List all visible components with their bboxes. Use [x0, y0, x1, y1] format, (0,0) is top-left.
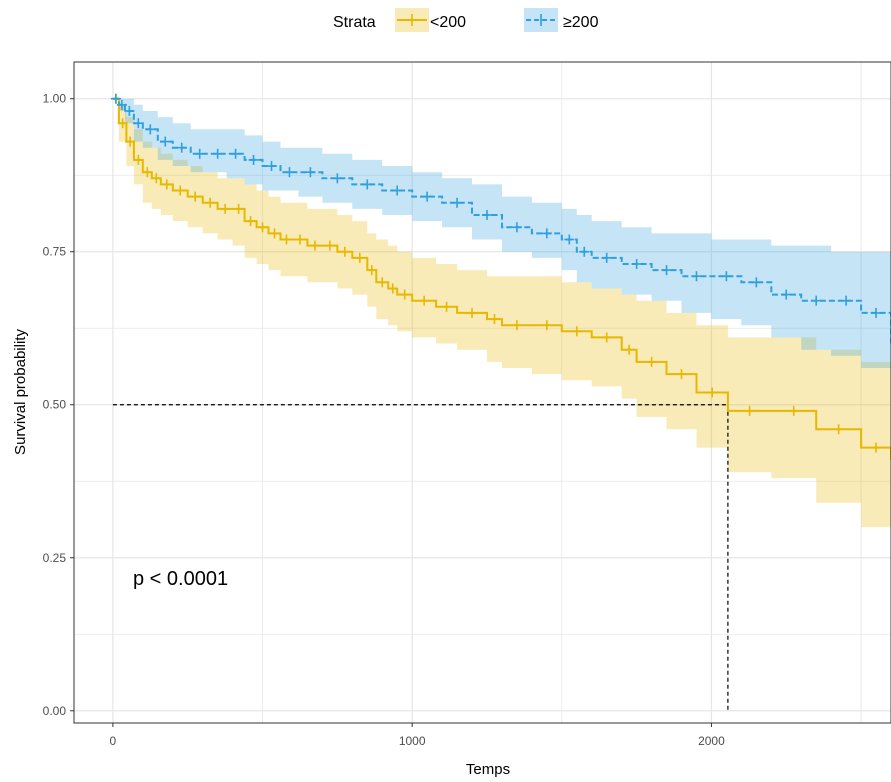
censor-mark-low [387, 283, 398, 294]
censor-mark-low [541, 320, 552, 331]
censor-mark-low [142, 167, 153, 178]
x-tick-label: 1000 [399, 734, 426, 748]
censor-mark-low [339, 246, 350, 257]
censor-mark-high [422, 191, 433, 202]
censor-mark-low [354, 252, 365, 263]
censor-mark-high [661, 265, 672, 276]
censor-mark-low [707, 387, 718, 398]
censor-mark-low [419, 295, 430, 306]
censor-mark-low [309, 240, 320, 251]
censor-mark-high [601, 252, 612, 263]
censor-mark-low [175, 185, 186, 196]
censor-mark-high [194, 148, 205, 159]
legend-label-low: <200 [430, 14, 466, 31]
censor-mark-low [281, 234, 292, 245]
censor-mark-low [190, 191, 201, 202]
y-tick-label: 0.75 [43, 245, 67, 259]
censor-mark-high [160, 136, 171, 147]
censor-mark-low [269, 228, 280, 239]
censor-mark-low [399, 289, 410, 300]
censor-mark-high [564, 234, 575, 245]
censor-mark-high [541, 228, 552, 239]
gridlines [74, 62, 891, 723]
censor-mark-high [362, 179, 373, 190]
censor-mark-low [467, 307, 478, 318]
censor-mark-low [125, 136, 136, 147]
censor-mark-high [332, 173, 343, 184]
censor-mark-low [871, 442, 882, 453]
censor-mark-low [366, 265, 377, 276]
censor-mark-low [601, 332, 612, 343]
censor-mark-low [161, 179, 172, 190]
censor-mark-high [631, 258, 642, 269]
censor-mark-low [117, 118, 128, 129]
censor-mark-low [788, 405, 799, 416]
censor-mark-low [624, 344, 635, 355]
y-axis-title: Survival probability [12, 329, 29, 455]
censor-mark-low [257, 222, 268, 233]
censor-marks [110, 93, 882, 453]
censor-mark-high [511, 222, 522, 233]
p-value-annotation: p < 0.0001 [133, 568, 228, 590]
censor-mark-high [284, 167, 295, 178]
y-tick-label: 0.50 [43, 398, 67, 412]
censor-mark-high [579, 246, 590, 257]
axes: 0 1000 2000 0.00 0.25 0.50 0.75 1.00 [43, 92, 725, 748]
censor-mark-low [676, 369, 687, 380]
censor-mark-high [691, 271, 702, 282]
censor-mark-high [811, 295, 822, 306]
panel-border [73, 61, 891, 724]
censor-mark-high [176, 142, 187, 153]
censor-mark-low [833, 424, 844, 435]
x-tick-label: 0 [110, 734, 117, 748]
censor-mark-low [233, 203, 244, 214]
plot-panel [73, 61, 891, 724]
censor-mark-low [489, 314, 500, 325]
censor-mark-high [212, 148, 223, 159]
censor-mark-high [841, 295, 852, 306]
y-tick-label: 0.00 [43, 704, 67, 718]
censor-mark-high [116, 99, 127, 110]
censor-mark-low [571, 326, 582, 337]
censor-mark-high [133, 118, 144, 129]
censor-mark-high [871, 307, 882, 318]
censor-mark-low [151, 173, 162, 184]
legend-title: Strata [333, 14, 376, 31]
censor-mark-high [721, 271, 732, 282]
censor-mark-high [110, 93, 121, 104]
censor-mark-high [124, 105, 135, 116]
censor-mark-low [220, 203, 231, 214]
censor-mark-high [481, 210, 492, 221]
censor-mark-low [744, 405, 755, 416]
censor-mark-low [511, 320, 522, 331]
legend: Strata <200 ≥200 [333, 8, 599, 32]
panel-background [74, 62, 891, 723]
censor-mark-high [452, 197, 463, 208]
censor-mark-high [266, 161, 277, 172]
censor-mark-low [205, 197, 216, 208]
censor-mark-high [230, 148, 241, 159]
censor-mark-low [646, 356, 657, 367]
censor-mark-high [781, 289, 792, 300]
censor-mark-low [324, 240, 335, 251]
median-reference-lines [112, 404, 729, 711]
x-tick-label: 2000 [698, 734, 725, 748]
censor-mark-low [294, 234, 305, 245]
censor-mark-high [392, 185, 403, 196]
censor-mark-high [305, 167, 316, 178]
censor-mark-low [245, 216, 256, 227]
legend-label-high: ≥200 [563, 14, 599, 31]
y-tick-label: 0.25 [43, 551, 67, 565]
censor-mark-low [377, 277, 388, 288]
legend-key-low [395, 8, 429, 32]
x-axis-title: Temps [466, 761, 510, 778]
censor-mark-high [248, 154, 259, 165]
y-tick-label: 1.00 [43, 92, 67, 106]
legend-key-high [524, 8, 558, 32]
censor-mark-high [145, 124, 156, 135]
censor-mark-low [133, 154, 144, 165]
censor-mark-low [441, 301, 452, 312]
censor-mark-high [751, 277, 762, 288]
